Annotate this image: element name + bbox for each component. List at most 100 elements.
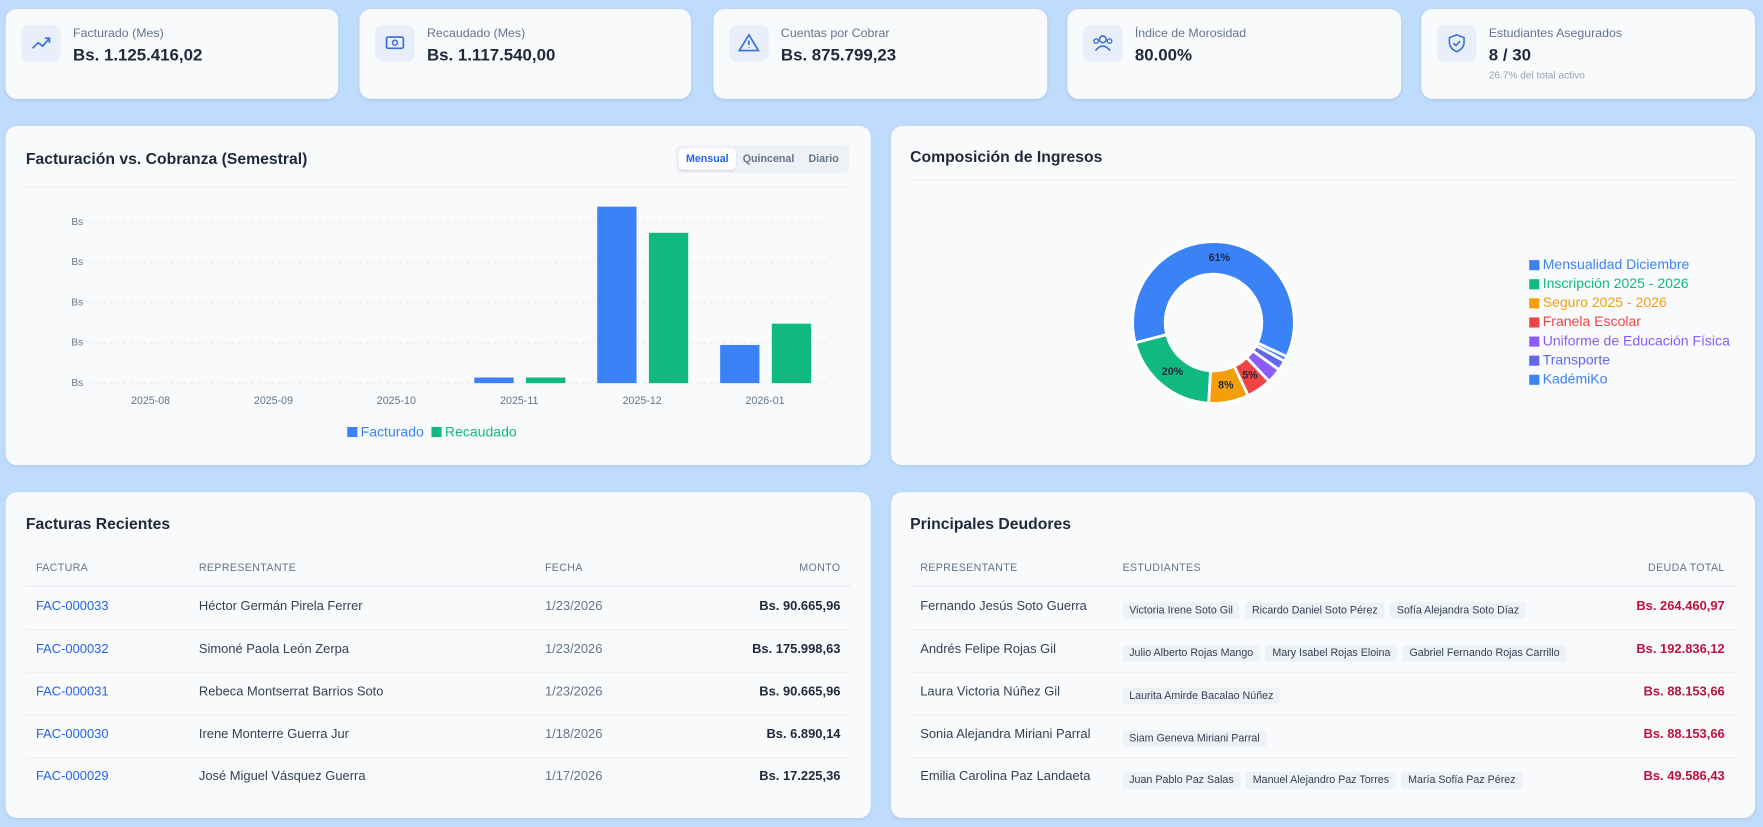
column-header: REPRESENTANTE bbox=[920, 561, 1018, 575]
student-chip: Mary Isabel Rojas Eloina bbox=[1265, 644, 1398, 662]
debt-amount: Bs. 49.586,43 bbox=[1643, 769, 1725, 784]
row-rule bbox=[910, 671, 1736, 674]
row-rule bbox=[910, 629, 1736, 631]
kpi-value: Bs. 1.125.416,02 bbox=[73, 46, 203, 66]
date: 1/23/2026 bbox=[544, 642, 603, 657]
amount: Bs. 175.998,63 bbox=[752, 642, 841, 657]
legend-swatch bbox=[1529, 279, 1540, 290]
table-title: Principales Deudores bbox=[910, 514, 1071, 533]
column-header: REPRESENTANTE bbox=[198, 561, 297, 575]
legend-label: Recaudado bbox=[445, 423, 517, 439]
representative: Héctor Germán Pirela Ferrer bbox=[198, 600, 363, 614]
x-tick-label: 2025-08 bbox=[131, 395, 170, 407]
representative: Fernando Jesús Soto Guerra bbox=[920, 600, 1087, 614]
kpi-icon bbox=[375, 24, 415, 62]
divider bbox=[910, 179, 1736, 181]
column-header: DEUDA TOTAL bbox=[1648, 561, 1725, 575]
representative: Laura Victoria Núñez Gil bbox=[920, 685, 1061, 699]
chart-title: Facturación vs. Cobranza (Semestral) bbox=[25, 149, 308, 168]
row-rule bbox=[910, 757, 1736, 759]
y-tick-label: Bs bbox=[71, 378, 83, 389]
representative: José Miguel Vásquez Guerra bbox=[198, 769, 366, 784]
student-chip: Juan Pablo Paz Salas bbox=[1122, 771, 1241, 789]
legend-swatch bbox=[1529, 298, 1540, 309]
student-list: Siam Geneva Miriani Parral bbox=[1122, 727, 1272, 748]
legend-swatch bbox=[1529, 336, 1540, 347]
kpi-card: Facturado (Mes) Bs. 1.125.416,02 bbox=[5, 8, 339, 99]
x-tick-label: 2025-11 bbox=[500, 395, 538, 407]
invoice-id: FAC-000032 bbox=[35, 642, 109, 657]
icon bbox=[31, 37, 51, 49]
student-chip: Julio Alberto Rojas Mango bbox=[1122, 644, 1260, 662]
kpi-value: 8 / 30 bbox=[1488, 46, 1531, 66]
y-tick-label: Bs bbox=[71, 297, 83, 308]
chart-card: Facturación vs. Cobranza (Semestral) Men… bbox=[5, 125, 871, 466]
kpi-icon bbox=[1083, 24, 1123, 62]
kpi-card: Estudiantes Asegurados 8 / 30 26.7% del … bbox=[1421, 8, 1756, 99]
pie-slice bbox=[1131, 240, 1296, 359]
kpi-card: Cuentas por Cobrar Bs. 875.799,23 bbox=[713, 8, 1048, 99]
bar bbox=[720, 344, 760, 384]
row-rule bbox=[25, 757, 851, 759]
kpi-value: Bs. 1.117.540,00 bbox=[426, 46, 556, 66]
legend-swatch bbox=[1529, 374, 1540, 385]
slice-label: 61% bbox=[1209, 252, 1231, 264]
bar bbox=[771, 323, 812, 384]
student-chip: Manuel Alejandro Paz Torres bbox=[1246, 771, 1396, 789]
legend-label: Seguro 2025 - 2026 bbox=[1543, 294, 1667, 310]
student-list: Laurita Amirde Bacalao Núñez bbox=[1122, 684, 1285, 705]
pie-chart: 61% 20% 8% 5% Mensualidad Diciembre Inscripci… bbox=[1131, 240, 1730, 405]
header-rule bbox=[910, 585, 1736, 587]
kpi-card: Índice de Morosidad 80.00% bbox=[1067, 8, 1402, 99]
amount: Bs. 90.665,96 bbox=[759, 685, 841, 699]
student-chip: Siam Geneva Miriani Parral bbox=[1122, 730, 1267, 748]
table-card: Facturas Recientes FACTURA REPRESENTANTE F… bbox=[5, 492, 871, 818]
y-tick-label: Bs bbox=[71, 217, 83, 228]
column-header: FECHA bbox=[544, 561, 583, 575]
legend-label: KadémiKo bbox=[1543, 370, 1608, 386]
pie-slice bbox=[1254, 341, 1289, 364]
kpi-label: Facturado (Mes) bbox=[73, 26, 164, 41]
bar-chart: Bs Bs Bs Bs Bs 2025-08 2025-09 2025-10 2025-11 20… bbox=[71, 206, 827, 439]
date: 1/23/2026 bbox=[544, 600, 603, 614]
kpi-icon bbox=[21, 24, 61, 62]
header-rule bbox=[25, 585, 851, 587]
legend-label: Franela Escolar bbox=[1543, 313, 1642, 329]
period-button[interactable]: Diario bbox=[808, 152, 839, 166]
table-title: Facturas Recientes bbox=[25, 514, 171, 533]
legend-label: Transporte bbox=[1543, 351, 1611, 367]
table-card: Principales Deudores REPRESENTANTE ESTUDI… bbox=[891, 492, 1756, 818]
student-chip: Victoria Irene Soto Gil bbox=[1122, 602, 1240, 620]
kpi-value: 80.00% bbox=[1134, 46, 1192, 66]
period-button[interactable]: Mensual bbox=[678, 148, 736, 170]
legend-swatch bbox=[431, 426, 442, 438]
y-tick-label: Bs bbox=[71, 257, 83, 268]
y-tick-label: Bs bbox=[71, 338, 83, 349]
slice-label: 8% bbox=[1218, 380, 1234, 392]
legend-label: Mensualidad Diciembre bbox=[1543, 256, 1690, 272]
row-rule bbox=[25, 714, 851, 716]
date: 1/23/2026 bbox=[544, 685, 603, 699]
x-tick-label: 2025-12 bbox=[623, 395, 662, 407]
debt-amount: Bs. 192.836,12 bbox=[1636, 642, 1725, 657]
icon bbox=[385, 36, 405, 50]
invoice-id: FAC-000030 bbox=[35, 728, 109, 742]
kpi-label: Índice de Morosidad bbox=[1134, 26, 1247, 41]
chart-title: Composición de Ingresos bbox=[910, 147, 1103, 166]
bar bbox=[526, 377, 566, 384]
x-tick-label: 2026-01 bbox=[746, 395, 785, 407]
date: 1/17/2026 bbox=[544, 769, 603, 784]
x-tick-label: 2025-10 bbox=[377, 395, 416, 407]
slice-label: 5% bbox=[1242, 370, 1258, 382]
x-tick-label: 2025-09 bbox=[254, 395, 293, 407]
kpi-note: 26.7% del total activo bbox=[1488, 69, 1585, 81]
student-list: Victoria Irene Soto Gil Ricardo Daniel So… bbox=[1122, 599, 1531, 620]
period-button[interactable]: Quincenal bbox=[742, 152, 795, 166]
divider bbox=[25, 186, 851, 188]
row-rule bbox=[910, 714, 1736, 716]
amount: Bs. 17.225,36 bbox=[759, 769, 841, 784]
icon bbox=[1448, 33, 1465, 53]
chart-card: Composición de Ingresos 61% 20% 8% 5% Mensua… bbox=[891, 125, 1756, 466]
